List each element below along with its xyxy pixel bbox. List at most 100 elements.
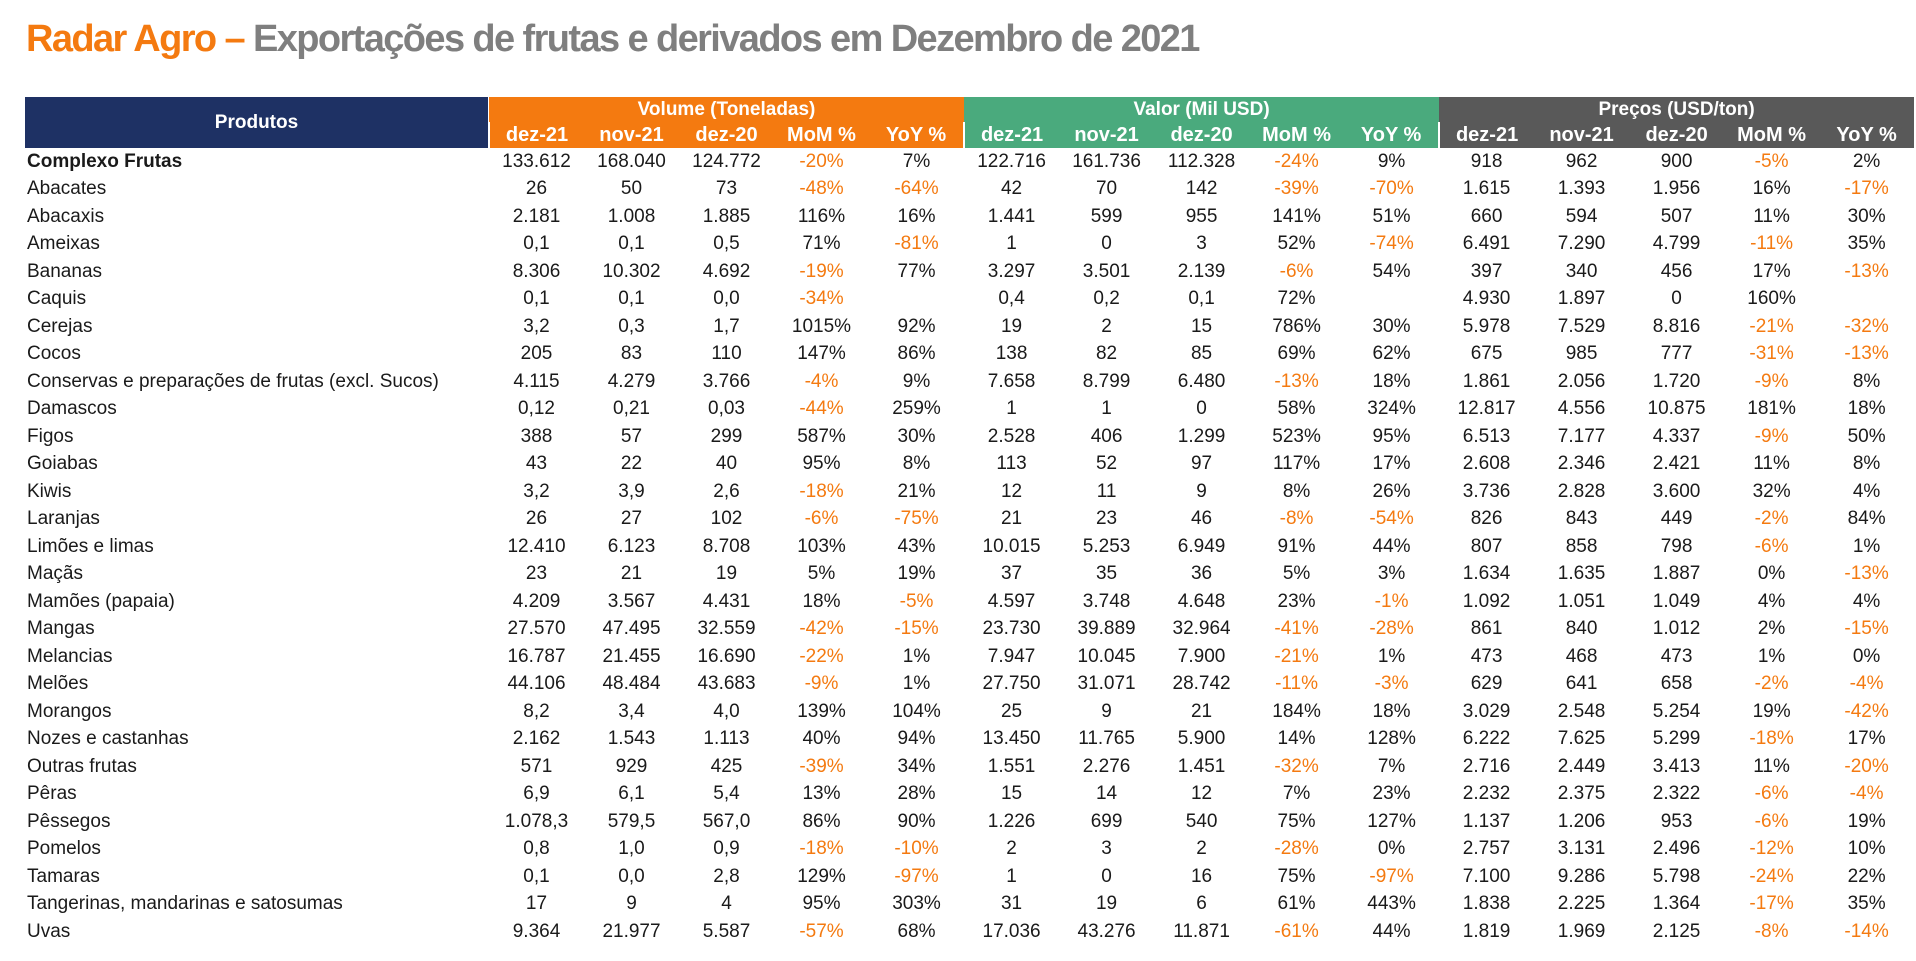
table-row: Mangas 27.570 47.495 32.559 -42% -15% 23.730 39… — [25, 616, 1914, 644]
cell-volume-dez-21: 205 — [520, 343, 553, 365]
cell-value-nov-21: 70 — [1095, 178, 1118, 200]
cell-volume-mom: -39% — [799, 755, 844, 777]
cell-value-nov-21: 52 — [1095, 453, 1118, 475]
page-title: Radar Agro – Exportações de frutas e der… — [26, 14, 1200, 64]
cell-prices-dez-20: 1.364 — [1652, 893, 1701, 915]
cell-value-nov-21: 5.253 — [1082, 535, 1131, 557]
col-header-value-nov-21: nov-21 — [1059, 122, 1155, 148]
cell-prices-mom: 17% — [1752, 260, 1791, 282]
cell-prices-dez-20: 3.413 — [1652, 755, 1701, 777]
cell-volume-nov-21: 47.495 — [602, 618, 661, 640]
cell-value-nov-21: 9 — [1101, 700, 1112, 722]
cell-volume-mom: 587% — [797, 425, 846, 447]
cell-value-yoy: -74% — [1369, 233, 1414, 255]
cell-volume-dez-21: 8.306 — [512, 260, 561, 282]
cell-value-dez-21: 1.226 — [987, 810, 1036, 832]
table-row: Laranjas 26 27 102 -6% -75% 21 23 46 -8% -54% 826 84… — [25, 506, 1914, 534]
cell-value-nov-21: 19 — [1095, 893, 1118, 915]
cell-prices-dez-20: 953 — [1660, 810, 1693, 832]
products-header: Produtos — [25, 97, 489, 148]
cell-prices-mom: 11% — [1753, 453, 1790, 475]
cell-value-yoy: 26% — [1372, 480, 1411, 502]
cell-volume-dez-21: 6,9 — [523, 783, 550, 805]
cell-prices-dez-21: 6.513 — [1462, 425, 1511, 447]
table-row: Mamões (papaia) 4.209 3.567 4.431 18% -5% 4.59… — [25, 588, 1914, 616]
cell-prices-dez-20: 507 — [1660, 205, 1693, 227]
cell-prices-yoy: -15% — [1844, 618, 1889, 640]
cell-volume-dez-21: 3,2 — [523, 315, 550, 337]
cell-prices-nov-21: 840 — [1565, 618, 1598, 640]
cell-value-yoy: 7% — [1377, 755, 1406, 777]
cell-value-dez-21: 37 — [1000, 563, 1023, 585]
cell-volume-mom: 103% — [797, 535, 846, 557]
cell-value-nov-21: 31.071 — [1077, 673, 1136, 695]
cell-value-dez-21: 1 — [1006, 233, 1017, 255]
cell-value-dez-20: 32.964 — [1172, 618, 1231, 640]
cell-volume-nov-21: 6.123 — [607, 535, 656, 557]
table-row: Tangerinas, mandarinas e satosumas 17 9 4 95… — [25, 891, 1914, 919]
cell-prices-dez-21: 1.838 — [1462, 893, 1511, 915]
cell-volume-dez-21: 17 — [525, 893, 548, 915]
product-name: Maçãs — [27, 563, 83, 585]
table-row: Maçãs 23 21 19 5% 19% 37 35 36 5% 3% 1.634 1.635 1.88… — [25, 561, 1914, 589]
cell-value-dez-20: 6.480 — [1177, 370, 1226, 392]
cell-prices-nov-21: 7.177 — [1557, 425, 1606, 447]
cell-value-dez-20: 12 — [1190, 783, 1213, 805]
cell-value-dez-21: 7.947 — [987, 645, 1036, 667]
product-name: Limões e limas — [27, 535, 154, 557]
cell-prices-yoy: 8% — [1852, 453, 1881, 475]
cell-prices-mom: 2% — [1757, 618, 1786, 640]
table-row: Melões 44.106 48.484 43.683 -9% 1% 27.750 31.07… — [25, 671, 1914, 699]
cell-prices-nov-21: 2.828 — [1557, 480, 1606, 502]
cell-volume-yoy: -15% — [894, 618, 939, 640]
cell-volume-dez-21: 1.078,3 — [504, 810, 569, 832]
col-header-volume-dez-20: dez-20 — [679, 122, 774, 148]
cell-value-nov-21: 11 — [1096, 480, 1117, 502]
cell-prices-dez-21: 2.232 — [1462, 783, 1511, 805]
cell-value-dez-21: 122.716 — [977, 150, 1046, 172]
cell-volume-yoy: -64% — [894, 178, 939, 200]
cell-value-mom: 75% — [1277, 865, 1316, 887]
cell-value-nov-21: 10.045 — [1077, 645, 1136, 667]
cell-value-mom: -13% — [1274, 370, 1319, 392]
cell-prices-dez-21: 4.930 — [1462, 288, 1511, 310]
cell-prices-yoy: 19% — [1847, 810, 1886, 832]
cell-volume-dez-21: 26 — [525, 508, 548, 530]
cell-volume-yoy — [869, 286, 964, 314]
cell-prices-mom: -2% — [1754, 673, 1789, 695]
cell-value-mom: -28% — [1274, 838, 1319, 860]
cell-prices-mom: -11% — [1750, 233, 1794, 255]
cell-prices-nov-21: 4.556 — [1557, 398, 1606, 420]
cell-value-mom: 5% — [1282, 563, 1311, 585]
cell-value-yoy: 1% — [1377, 645, 1406, 667]
product-name: Tamaras — [27, 865, 100, 887]
cell-volume-yoy: 9% — [902, 370, 931, 392]
table-row: Abacaxis 2.181 1.008 1.885 116% 16% 1.441 599 95… — [25, 203, 1914, 231]
table-row: Outras frutas 571 929 425 -39% 34% 1.551 2.276 1… — [25, 753, 1914, 781]
cell-volume-mom: 95% — [802, 453, 841, 475]
cell-volume-nov-21: 9 — [626, 893, 637, 915]
cell-prices-dez-20: 473 — [1660, 645, 1693, 667]
cell-volume-yoy: 8% — [902, 453, 931, 475]
cell-volume-yoy: 104% — [892, 700, 941, 722]
cell-value-dez-20: 36 — [1190, 563, 1213, 585]
cell-value-yoy: 18% — [1372, 700, 1411, 722]
cell-value-mom: 69% — [1277, 343, 1316, 365]
cell-value-mom: 23% — [1277, 590, 1316, 612]
table-row: Cocos 205 83 110 147% 86% 138 82 85 69% 62% 675 985 7… — [25, 341, 1914, 369]
cell-prices-nov-21: 1.206 — [1557, 810, 1606, 832]
cell-value-dez-20: 5.900 — [1177, 728, 1226, 750]
cell-volume-dez-20: 43.683 — [697, 673, 756, 695]
subheader-row: dez-21 nov-21 dez-20 MoM % YoY % dez-21 nov-21… — [25, 122, 1915, 148]
product-name: Tangerinas, mandarinas e satosumas — [27, 893, 343, 915]
product-name: Ameixas — [27, 233, 100, 255]
cell-prices-yoy: 84% — [1847, 508, 1886, 530]
cell-prices-nov-21: 1.393 — [1557, 178, 1606, 200]
product-name: Conservas e preparações de frutas (excl.… — [27, 370, 439, 392]
cell-prices-dez-20: 3.600 — [1652, 480, 1701, 502]
cell-value-nov-21: 23 — [1095, 508, 1118, 530]
cell-prices-mom: 160% — [1747, 288, 1796, 310]
cell-prices-yoy: -13% — [1844, 260, 1889, 282]
cell-value-dez-21: 10.015 — [982, 535, 1041, 557]
cell-volume-nov-21: 50 — [620, 178, 643, 200]
